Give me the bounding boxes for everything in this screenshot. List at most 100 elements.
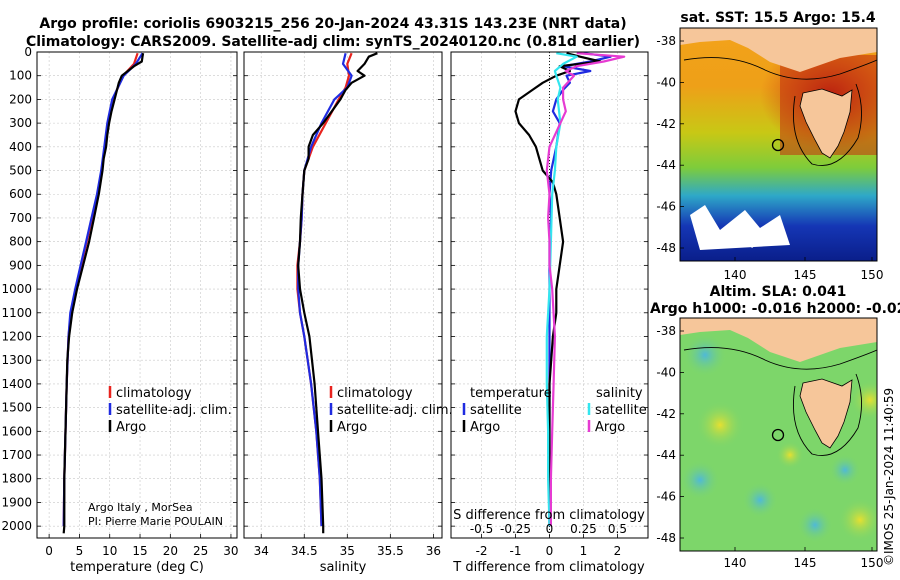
x-tick-label: 34	[254, 544, 269, 558]
difference-xlabel: T difference from climatology	[452, 560, 645, 575]
depth-tick-label: 1400	[1, 377, 32, 391]
depth-tick-label: 900	[9, 258, 32, 272]
depth-tick-label: 600	[9, 187, 32, 201]
tasmania	[799, 88, 853, 159]
x-tick-label: -1	[510, 544, 522, 558]
difference-xlabel-salinity: S difference from climatology	[453, 508, 645, 523]
depth-tick-label: 1900	[1, 495, 32, 509]
map-lon-tick: 140	[724, 556, 747, 570]
s-diff-tick-label: -0.25	[500, 522, 531, 536]
map-lat-tick: -42	[656, 407, 676, 421]
s-diff-tick-label: 0	[546, 522, 554, 536]
x-tick-label: 0	[546, 544, 554, 558]
temperature-xlabel: temperature (deg C)	[70, 560, 204, 575]
argo-position-marker	[771, 428, 785, 442]
legend-label-s-argo: Argo	[595, 420, 625, 435]
x-tick-label: 36	[426, 544, 441, 558]
x-tick-label: 20	[163, 544, 178, 558]
x-tick-label: 25	[193, 544, 208, 558]
series-argo	[62, 53, 145, 534]
legend-label-argo: Argo	[337, 420, 367, 435]
map-lat-tick: -40	[656, 365, 676, 379]
imos-credit: ©IMOS 25-Jan-2024 11:40:59	[882, 388, 896, 566]
x-tick-label: 0	[45, 544, 53, 558]
shelf-contour	[683, 57, 877, 80]
float-pi-note: PI: Pierre Marie POULAIN	[88, 515, 223, 528]
map-lon-tick: 145	[794, 556, 817, 570]
depth-tick-label: 400	[9, 140, 32, 154]
temperature-plot-frame	[36, 51, 238, 539]
difference-legend: temperature satellite Argo salinity sate…	[462, 386, 647, 435]
map-lat-tick: -46	[656, 490, 676, 504]
depth-tick-label: 1800	[1, 472, 32, 486]
depth-tick-label: 1300	[1, 353, 32, 367]
x-tick-label: 5	[76, 544, 84, 558]
map-lat-tick: -44	[656, 448, 676, 462]
tasmania	[799, 378, 853, 449]
legend-label-satellite: satellite-adj. clim.	[337, 403, 453, 418]
series-s-argo	[545, 52, 626, 527]
x-tick-label: 35	[340, 544, 355, 558]
depth-tick-label: 700	[9, 211, 32, 225]
x-tick-label: 34.5	[291, 544, 318, 558]
depth-tick-label: 200	[9, 92, 32, 106]
legend-label-climatology: climatology	[116, 386, 192, 401]
map-lon-tick: 140	[724, 268, 747, 282]
chart-title-line1: Argo profile: coriolis 6903215_256 20-Ja…	[39, 16, 626, 32]
s-diff-tick-label: -0.5	[470, 522, 493, 536]
x-tick-label: 1	[580, 544, 588, 558]
depth-tick-label: 1100	[1, 306, 32, 320]
depth-tick-label: 800	[9, 235, 32, 249]
sst-map	[680, 28, 877, 261]
sst-map-title: sat. SST: 15.5 Argo: 15.4	[680, 10, 876, 26]
depth-tick-label: 100	[9, 69, 32, 83]
temperature-series	[62, 52, 145, 534]
series-argo	[297, 52, 378, 534]
australia-mainland	[680, 318, 877, 362]
x-tick-label: 15	[132, 544, 147, 558]
s-diff-tick-label: 0.5	[608, 522, 627, 536]
x-tick-label: -2	[476, 544, 488, 558]
salinity-xlabel: salinity	[320, 560, 367, 575]
legend-title-temperature: temperature	[470, 386, 552, 401]
map-axis-ticks: -38 -40 -42 -44 -46 -48 140 145 150 -38 -40 -42 -44 -…	[656, 34, 883, 570]
depth-tick-label: 300	[9, 116, 32, 130]
legend-label-argo: Argo	[116, 420, 146, 435]
legend-label-t-satellite: satellite	[470, 403, 522, 418]
difference-series	[514, 52, 626, 527]
sla-map-subtitle: Argo h1000: -0.016 h2000: -0.029	[650, 301, 900, 317]
map-lon-tick: 150	[861, 268, 884, 282]
depth-tick-label: 1200	[1, 329, 32, 343]
map-lon-tick: 145	[794, 268, 817, 282]
map-lat-tick: -46	[656, 200, 676, 214]
map-lat-tick: -40	[656, 75, 676, 89]
x-tick-label: 30	[223, 544, 238, 558]
sla-map-frame	[679, 317, 878, 552]
map-lat-tick: -48	[656, 241, 676, 255]
legend-title-salinity: salinity	[596, 386, 643, 401]
depth-tick-label: 2000	[1, 519, 32, 533]
depth-tick-label: 1600	[1, 424, 32, 438]
sla-map	[680, 318, 877, 551]
map-lat-tick: -42	[656, 117, 676, 131]
float-operator-note: Argo Italy , MorSea	[88, 501, 193, 514]
map-lat-tick: -44	[656, 158, 676, 172]
depth-tick-label: 1700	[1, 448, 32, 462]
x-tick-label: 2	[614, 544, 622, 558]
axis-ticks: 0100200300400500600700800900100011001200…	[1, 45, 627, 558]
depth-tick-label: 500	[9, 164, 32, 178]
chart-title-line2: Climatology: CARS2009. Satellite-adj cli…	[26, 34, 640, 50]
s-diff-tick-label: 0.25	[570, 522, 597, 536]
sst-map-frame	[679, 27, 878, 262]
temperature-grid	[37, 51, 237, 538]
map-lon-tick: 150	[861, 556, 884, 570]
x-tick-label: 10	[102, 544, 117, 558]
australia-mainland	[680, 28, 877, 72]
map-lat-tick: -38	[656, 34, 676, 48]
map-lat-tick: -38	[656, 324, 676, 338]
salinity-plot-frame	[243, 51, 443, 539]
depth-tick-label: 0	[24, 45, 32, 59]
legend-label-satellite: satellite-adj. clim.	[116, 403, 232, 418]
argo-position-marker	[771, 138, 785, 152]
salinity-grid	[244, 51, 442, 538]
